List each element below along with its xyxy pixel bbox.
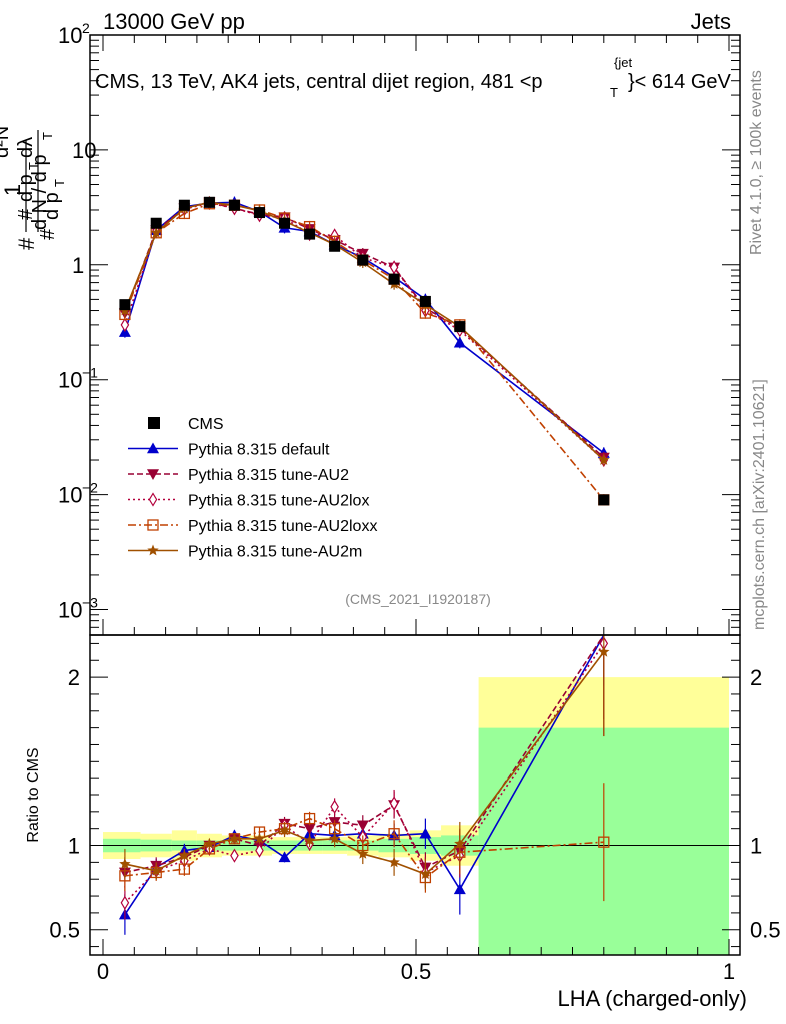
main-cms-points bbox=[119, 197, 609, 506]
y-tick-label: 10 bbox=[58, 23, 82, 48]
y-tick-label: 10 bbox=[58, 483, 82, 508]
ratio-series-point bbox=[454, 883, 466, 894]
y-tick-label: 10 bbox=[72, 138, 96, 163]
legend-series-label: Pythia 8.315 tune-AU2 bbox=[188, 467, 349, 484]
cms-data-point bbox=[598, 494, 609, 505]
ratio-y-tick-label-left: 1 bbox=[68, 834, 80, 859]
y-tick-label-exponent: 2 bbox=[82, 20, 90, 36]
y-tick-label: 10 bbox=[58, 598, 82, 623]
cms-data-point bbox=[151, 218, 162, 229]
svg-text:{jet: {jet bbox=[614, 55, 632, 70]
ratio-series-point bbox=[121, 897, 128, 909]
category-label: Jets bbox=[691, 9, 731, 34]
y-tick-label: 10 bbox=[58, 368, 82, 393]
energy-label: 13000 GeV pp bbox=[103, 9, 245, 34]
ratio-y-tick-label-right: 1 bbox=[750, 834, 762, 859]
svg-text:#: # bbox=[15, 208, 37, 220]
cms-data-point bbox=[454, 321, 465, 332]
legend-marker bbox=[147, 545, 158, 556]
x-tick-label: 1 bbox=[723, 959, 735, 984]
analysis-id: (CMS_2021_I1920187) bbox=[345, 591, 491, 607]
svg-text:}< 614 GeV: }< 614 GeV bbox=[628, 71, 732, 93]
ratio-y-label: Ratio to CMS bbox=[25, 747, 42, 842]
cms-data-point bbox=[254, 207, 265, 218]
ratio-series-point bbox=[390, 797, 397, 809]
svg-text:T: T bbox=[610, 85, 618, 100]
cms-data-point bbox=[204, 197, 215, 208]
svg-text:dλ: dλ bbox=[15, 137, 37, 158]
y-tick-label-exponent: −3 bbox=[82, 595, 98, 611]
cms-data-point bbox=[329, 241, 340, 252]
legend-cms-label: CMS bbox=[188, 416, 224, 433]
svg-text:T: T bbox=[26, 162, 41, 170]
y-tick-label: 1 bbox=[72, 253, 84, 278]
svg-text:d p: d p bbox=[15, 174, 37, 202]
svg-text:#: # bbox=[14, 237, 39, 250]
side-rivet-text: Rivet 4.1.0, ≥ 100k events bbox=[748, 70, 765, 255]
x-tick-label: 0.5 bbox=[401, 959, 432, 984]
side-mcplots-text: mcplots.cern.ch [arXiv:2401.10621] bbox=[751, 379, 768, 630]
svg-text:CMS, 13 TeV, AK4 jets, central: CMS, 13 TeV, AK4 jets, central dijet reg… bbox=[95, 71, 543, 93]
ratio-series-point bbox=[304, 824, 316, 835]
svg-text:d²N: d²N bbox=[0, 126, 13, 158]
main-series-point bbox=[121, 319, 128, 331]
cms-data-point bbox=[304, 229, 315, 240]
ratio-y-tick-label-right: 2 bbox=[750, 665, 762, 690]
legend: CMS Pythia 8.315 default Pythia 8.315 tune… bbox=[128, 416, 377, 561]
x-axis-label: LHA (charged-only) bbox=[557, 986, 747, 1011]
svg-text:T: T bbox=[52, 179, 67, 187]
plot-title: CMS, 13 TeV, AK4 jets, central dijet reg… bbox=[95, 55, 732, 100]
cms-data-point bbox=[229, 200, 240, 211]
legend-cms-marker bbox=[148, 417, 160, 429]
cms-data-point bbox=[420, 296, 431, 307]
cms-data-point bbox=[357, 255, 368, 266]
legend-series-label: Pythia 8.315 default bbox=[188, 442, 330, 459]
cms-data-point bbox=[179, 200, 190, 211]
y-tick-label-exponent: −2 bbox=[82, 480, 98, 496]
cms-data-point bbox=[389, 274, 400, 285]
main-series bbox=[119, 196, 610, 505]
svg-text:T: T bbox=[40, 132, 55, 140]
x-tick-label: 0 bbox=[97, 959, 109, 984]
y-tick-label-exponent: −1 bbox=[82, 365, 98, 381]
legend-series-label: Pythia 8.315 tune-AU2loxx bbox=[188, 518, 377, 535]
ratio-bands bbox=[103, 677, 729, 955]
chart-canvas: 13000 GeV pp Jets # 1 d N / d p T # d p … bbox=[0, 0, 786, 1024]
ratio-y-tick-label-left: 0.5 bbox=[49, 918, 80, 943]
cms-data-point bbox=[119, 299, 130, 310]
legend-series-label: Pythia 8.315 tune-AU2m bbox=[188, 544, 362, 561]
ratio-y-tick-label-left: 2 bbox=[68, 665, 80, 690]
svg-text:#: # bbox=[37, 228, 59, 240]
cms-data-point bbox=[279, 218, 290, 229]
svg-text:d p: d p bbox=[41, 192, 63, 220]
ratio-y-tick-label-right: 0.5 bbox=[750, 918, 781, 943]
legend-series-label: Pythia 8.315 tune-AU2lox bbox=[188, 493, 369, 510]
legend-marker bbox=[149, 494, 156, 506]
